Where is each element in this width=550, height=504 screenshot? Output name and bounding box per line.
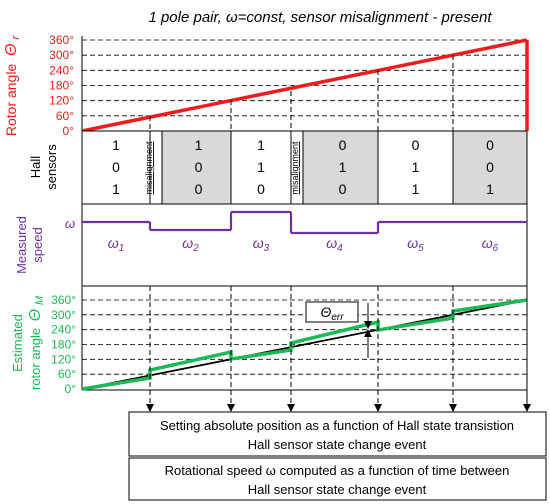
hall-bit: 1 — [257, 137, 265, 153]
speed-segment-labels: ω1 ω2 ω3 ω4 ω5 ω6 — [108, 235, 499, 254]
rotor-angle-panel: 0°60°120°180° 240°300°360° Rotor angle Θ … — [3, 33, 529, 138]
hall-bit: 0 — [412, 137, 420, 153]
rotor-tick-label: 360° — [49, 33, 74, 47]
hall-sensors-panel: 1 0 1 1 0 0 1 1 0 0 1 0 0 1 1 0 0 1 Hall sensors misalign… — [28, 130, 528, 205]
hall-cell — [290, 130, 379, 205]
hall-bit: 0 — [195, 159, 203, 175]
hall-bit: 1 — [195, 137, 203, 153]
speed-segment-label: ω4 — [326, 235, 343, 254]
estimated-angle-panel: 0°60°120°180°240°300°360° Estimated roto… — [10, 285, 528, 396]
rotor-tick-label: 180° — [49, 79, 74, 93]
hall-bit: 0 — [486, 159, 494, 175]
speed-compute-box-line1: Rotational speed ω computed as a functio… — [165, 463, 510, 478]
speed-segment-label: ω3 — [253, 235, 270, 254]
estimate-tick-label: 300° — [51, 308, 76, 322]
hall-bit: 0 — [257, 181, 265, 197]
rotor-tick-label: 60° — [56, 109, 74, 123]
event-dashed-lines — [146, 55, 531, 412]
speed-label-line1: Measured — [14, 216, 29, 274]
rotor-tick-label: 0° — [63, 124, 75, 138]
transition-box-line1: Setting absolute position as a function … — [160, 418, 514, 433]
hall-bit: 0 — [486, 137, 494, 153]
hall-bit: 1 — [412, 159, 420, 175]
estimate-label-line1: Estimated — [10, 314, 25, 372]
estimate-tick-label: 240° — [51, 323, 76, 337]
hall-bit: 0 — [339, 137, 347, 153]
estimate-tick-label: 0° — [65, 382, 77, 396]
rotor-tick-label: 240° — [49, 63, 74, 77]
estimate-tick-label: 180° — [51, 338, 76, 352]
hall-label-line1: Hall — [28, 156, 43, 179]
speed-compute-box — [128, 457, 547, 501]
rotor-gridlines — [82, 39, 527, 117]
hall-label-line2: sensors — [44, 144, 59, 190]
hall-bit: 1 — [257, 159, 265, 175]
hall-bit: 1 — [112, 181, 120, 197]
speed-segment-label: ω6 — [482, 235, 499, 254]
speed-segment-label: ω1 — [108, 235, 124, 254]
error-label: Θerr — [320, 304, 344, 323]
rotor-angle-ylabel: Rotor angle Θ r — [3, 35, 22, 137]
transition-box-line2: Hall sensor state change event — [248, 437, 427, 452]
diagram-title: 1 pole pair, ω=const, sensor misalignmen… — [148, 9, 492, 26]
estimate-tick-label: 60° — [58, 367, 76, 381]
hall-bit: 0 — [112, 159, 120, 175]
rotor-tick-label: 120° — [49, 94, 74, 108]
rotor-tick-label: 300° — [49, 48, 74, 62]
misalignment-label-2: misalignment — [290, 141, 300, 195]
estimate-tick-labels: 0°60°120°180°240°300°360° — [51, 293, 76, 396]
estimate-tick-label: 360° — [51, 293, 76, 307]
speed-compute-box-line2: Hall sensor state change event — [248, 482, 427, 497]
omega-axis-label: ω — [65, 216, 75, 231]
measured-speed-panel: ω1 ω2 ω3 ω4 ω5 ω6 ω Measured speed — [14, 203, 528, 287]
speed-panel-frame — [81, 203, 528, 287]
speed-segment-label: ω5 — [407, 235, 424, 254]
hall-bit: 1 — [339, 159, 347, 175]
hall-bit: 1 — [486, 181, 494, 197]
estimate-tick-label: 120° — [51, 352, 76, 366]
speed-step-lines — [82, 210, 527, 235]
hall-bit: 1 — [112, 137, 120, 153]
hall-bit: 0 — [339, 181, 347, 197]
explanation-boxes: Setting absolute position as a function … — [128, 411, 547, 501]
misalignment-label-1: misalignment — [144, 141, 154, 195]
speed-segment-label: ω2 — [182, 235, 199, 254]
hall-bit: 0 — [195, 181, 203, 197]
estimate-label-line2: rotor angle Θ M — [27, 295, 46, 390]
hall-cell — [81, 130, 151, 205]
hall-bit: 1 — [412, 181, 420, 197]
error-label-box — [305, 301, 359, 323]
speed-label-line2: speed — [30, 227, 45, 262]
transition-box — [128, 411, 547, 457]
rotor-tick-labels: 0°60°120°180° 240°300°360° — [49, 33, 74, 138]
